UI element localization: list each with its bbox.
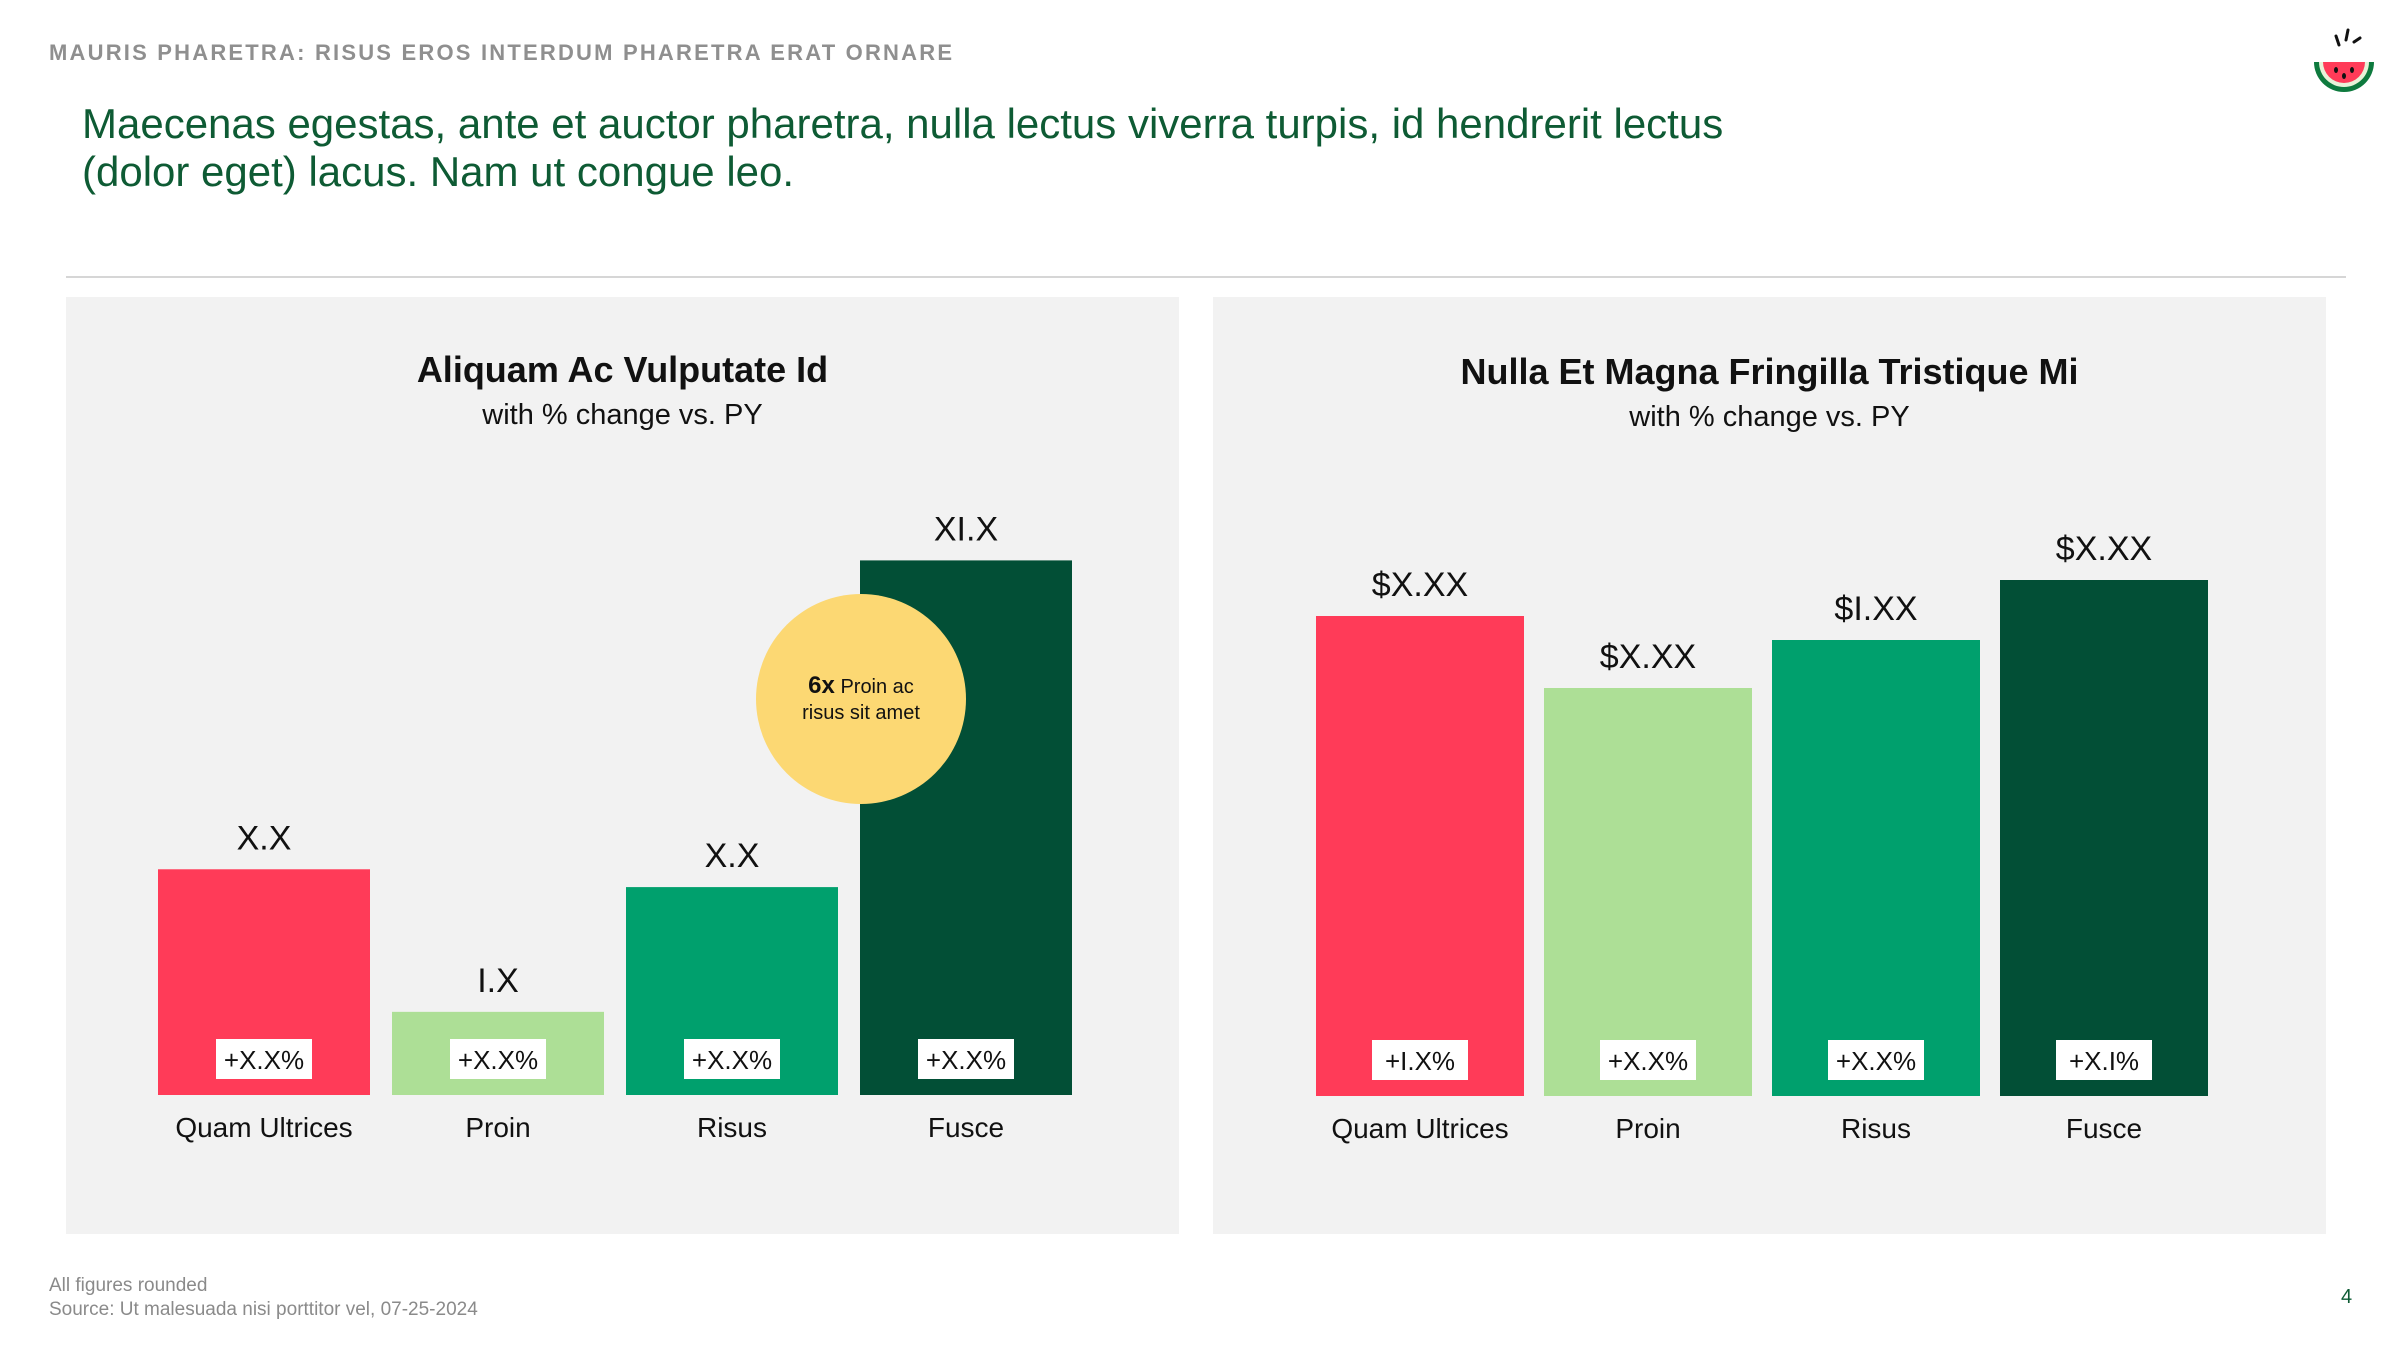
change-label: +I.X% (1385, 1046, 1455, 1076)
category-label: Proin (1615, 1113, 1680, 1144)
change-label: +X.I% (2069, 1046, 2139, 1076)
divider (66, 276, 2346, 278)
callout-bold: 6x (808, 671, 835, 699)
change-label-box (918, 1039, 1014, 1079)
change-label: +X.X% (926, 1045, 1006, 1075)
bar-value-label: I.X (477, 962, 519, 1000)
chart-subtitle: with % change vs. PY (1629, 401, 1910, 433)
category-label: Fusce (928, 1112, 1004, 1143)
bar-value-label: $X.XX (1600, 638, 1696, 676)
watermelon-icon (2314, 28, 2374, 92)
bar (1772, 640, 1980, 1096)
change-label: +X.X% (692, 1045, 772, 1075)
change-label-box (1828, 1040, 1924, 1080)
page-number: 4 (2341, 1286, 2353, 1308)
change-label-box (1372, 1040, 1468, 1080)
chart-title: Nulla Et Magna Fringilla Tristique Mi (1460, 351, 2079, 392)
change-label-box (1600, 1040, 1696, 1080)
change-label: +X.X% (224, 1045, 304, 1075)
chart-subtitle: with % change vs. PY (482, 399, 763, 431)
bar-value-label: $X.XX (2056, 530, 2152, 568)
change-label-box (450, 1039, 546, 1079)
chart-title: Aliquam Ac Vulputate Id (416, 349, 829, 390)
bar-chart-right: $X.XX +I.X% Quam Ultrices $X.XX +X.X% Proin $I… (1316, 530, 2208, 1144)
bar-value-label: $X.XX (1372, 566, 1468, 604)
callout-bubble: 6x Proin ac risus sit amet (756, 594, 966, 804)
change-label-box (684, 1039, 780, 1079)
bar (1544, 688, 1752, 1096)
bar-value-label: XI.X (934, 510, 998, 548)
change-label-box (216, 1039, 312, 1079)
category-label: Fusce (2066, 1113, 2142, 1144)
bar (1316, 616, 1524, 1096)
category-label: Risus (697, 1112, 767, 1143)
callout-text-2: risus sit amet (802, 701, 920, 724)
change-label: +X.X% (458, 1045, 538, 1075)
bar (2000, 580, 2208, 1096)
category-label: Risus (1841, 1113, 1911, 1144)
eyebrow-title: MAURIS PHARETRA: RISUS EROS INTERDUM PHA… (49, 40, 955, 65)
bar-value-label: X.X (237, 819, 292, 857)
chart-panel-left: Aliquam Ac Vulputate Id with % change vs… (66, 297, 1179, 1234)
bar-value-label: X.X (705, 837, 760, 875)
chart-panel-right: Nulla Et Magna Fringilla Tristique Mi wi… (1213, 297, 2326, 1234)
category-label: Proin (465, 1112, 530, 1143)
bar-value-label: $I.XX (1834, 590, 1917, 628)
footnote-note: All figures rounded (49, 1275, 208, 1296)
change-label: +X.X% (1836, 1046, 1916, 1076)
bar-chart-left: X.X +X.X% Quam Ultrices I.X +X.X% Proin X.X +X.… (158, 510, 1072, 1143)
footnote: All figures rounded Source: Ut malesuada… (49, 1274, 478, 1322)
change-label: +X.X% (1608, 1046, 1688, 1076)
category-label: Quam Ultrices (1331, 1113, 1508, 1144)
footnote-source: Source: Ut malesuada nisi porttitor vel,… (49, 1299, 478, 1320)
callout-text-1: Proin ac (840, 675, 914, 698)
category-label: Quam Ultrices (175, 1112, 352, 1143)
headline: Maecenas egestas, ante et auctor pharetr… (82, 100, 1724, 195)
change-label-box (2056, 1040, 2152, 1080)
